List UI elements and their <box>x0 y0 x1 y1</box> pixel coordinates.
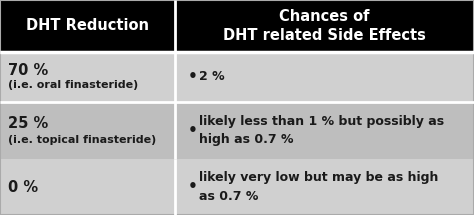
Text: 0 %: 0 % <box>8 180 38 195</box>
Text: (i.e. oral finasteride): (i.e. oral finasteride) <box>8 80 138 90</box>
Text: likely less than 1 % but possibly as
high as 0.7 %: likely less than 1 % but possibly as hig… <box>200 115 445 146</box>
Bar <box>0 159 474 215</box>
Text: Chances of
DHT related Side Effects: Chances of DHT related Side Effects <box>223 9 426 43</box>
Text: •: • <box>187 180 197 195</box>
Bar <box>0 52 474 102</box>
Text: 70 %: 70 % <box>8 63 48 78</box>
Text: (i.e. topical finasteride): (i.e. topical finasteride) <box>8 135 156 145</box>
Bar <box>0 102 474 159</box>
Text: 2 %: 2 % <box>200 71 225 83</box>
Text: likely very low but may be as high
as 0.7 %: likely very low but may be as high as 0.… <box>200 172 439 203</box>
Text: 25 %: 25 % <box>8 116 48 131</box>
Text: DHT Reduction: DHT Reduction <box>26 18 149 34</box>
Text: •: • <box>187 69 197 84</box>
Bar <box>0 0 474 52</box>
Text: •: • <box>187 123 197 138</box>
